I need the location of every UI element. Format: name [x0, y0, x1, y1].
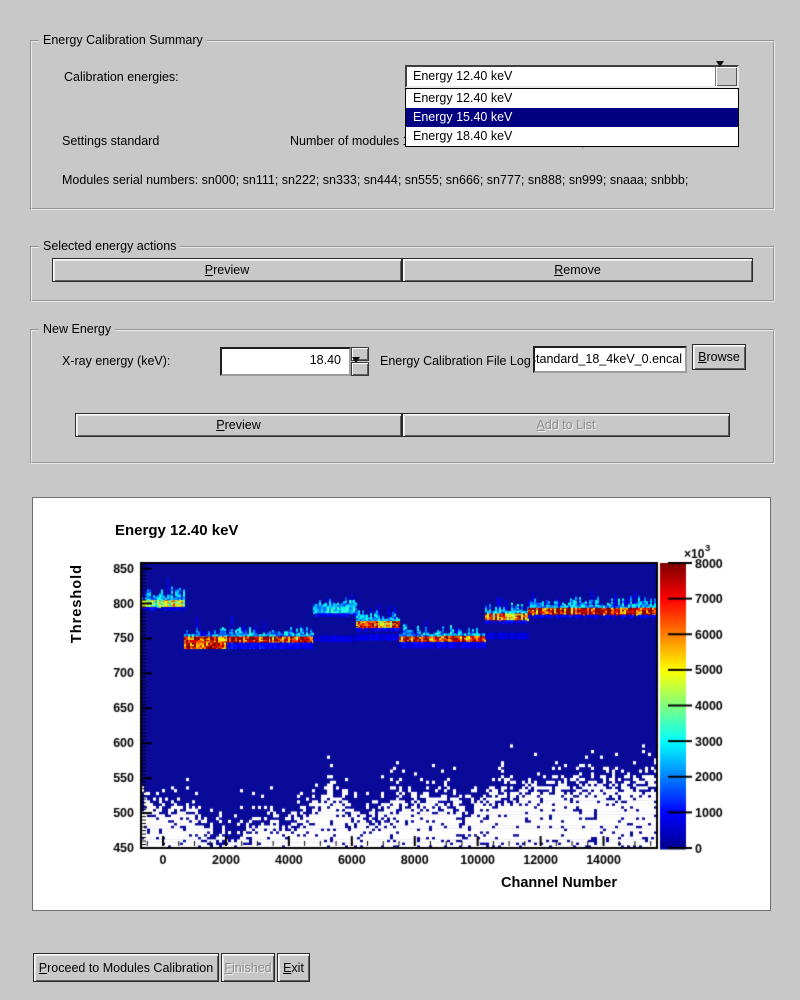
dropdown-item-energy-18-40[interactable]: Energy 18.40 keV — [413, 129, 513, 143]
spin-buttons — [351, 344, 369, 381]
dropdown-item-energy-12-40[interactable]: Energy 12.40 keV — [413, 91, 513, 105]
calibration-energies-label: Calibration energies: — [64, 70, 179, 84]
group-title-summary: Energy Calibration Summary — [39, 33, 207, 48]
combobox-value: Energy 12.40 keV — [413, 69, 513, 83]
settings-standard-label: Settings standard — [62, 134, 160, 148]
file-log-input[interactable]: standard_18_4keV_0.encal — [533, 346, 687, 373]
file-log-label: Energy Calibration File Log — [380, 354, 531, 368]
energy-calibration-summary-group: Energy Calibration Summary Calibration e… — [30, 33, 775, 210]
plot-title: Energy 12.40 keV — [115, 522, 239, 539]
group-title-new-energy: New Energy — [39, 322, 116, 337]
spin-up-button[interactable] — [351, 344, 369, 368]
combobox-arrow-button[interactable] — [715, 61, 737, 86]
new-energy-group: New Energy X-ray energy (keV): 18.40 Ene… — [30, 322, 775, 464]
arrow-down-icon — [352, 357, 360, 381]
group-title-actions: Selected energy actions — [39, 239, 181, 254]
threshold-scan-histogram — [33, 498, 770, 910]
xray-energy-label: X-ray energy (keV): — [62, 354, 171, 368]
calibration-energies-dropdown: Energy 12.40 keV Energy 15.40 keV Energy… — [405, 88, 739, 147]
plot-y-axis-label: Threshold — [69, 564, 85, 644]
chevron-down-icon — [716, 61, 724, 85]
xray-energy-value: 18.40 — [309, 353, 341, 367]
calibration-energies-combobox[interactable]: Energy 12.40 keV — [405, 61, 739, 88]
number-of-modules-label: Number of modules 12 — [290, 134, 417, 148]
file-log-value: standard_18_4keV_0.encal — [533, 352, 682, 366]
dropdown-item-energy-15-40[interactable]: Energy 15.40 keV — [406, 108, 738, 127]
plot-panel: Energy 12.40 keV Threshold Channel Numbe… — [33, 498, 770, 910]
plot-x-axis-label: Channel Number — [501, 875, 618, 891]
modules-serial-numbers-label: Modules serial numbers: sn000; sn111; sn… — [62, 173, 689, 187]
spin-down-button[interactable] — [351, 357, 369, 381]
xray-energy-spinbox[interactable]: 18.40 — [220, 347, 351, 376]
